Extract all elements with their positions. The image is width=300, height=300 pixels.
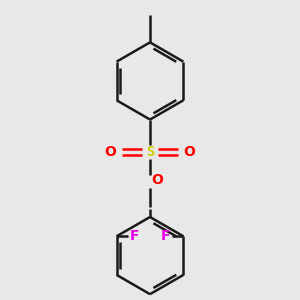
Text: O: O xyxy=(184,145,196,159)
Text: F: F xyxy=(160,229,170,243)
Text: F: F xyxy=(130,229,140,243)
Text: O: O xyxy=(151,173,163,188)
Text: S: S xyxy=(146,145,154,159)
Text: O: O xyxy=(104,145,116,159)
